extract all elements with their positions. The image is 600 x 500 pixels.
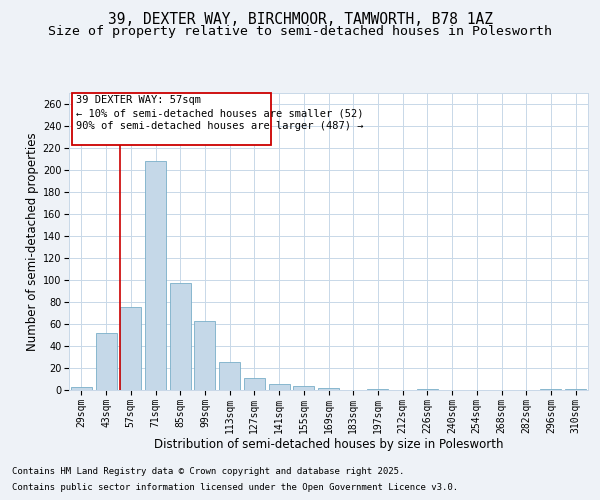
Bar [565, 389, 586, 390]
Bar [95, 332, 116, 390]
X-axis label: Distribution of semi-detached houses by size in Polesworth: Distribution of semi-detached houses by … [154, 438, 503, 452]
Bar [541, 389, 562, 390]
Bar [367, 389, 388, 390]
Text: Size of property relative to semi-detached houses in Polesworth: Size of property relative to semi-detach… [48, 25, 552, 38]
Bar [170, 283, 191, 390]
Text: 39, DEXTER WAY, BIRCHMOOR, TAMWORTH, B78 1AZ: 39, DEXTER WAY, BIRCHMOOR, TAMWORTH, B78… [107, 12, 493, 28]
Bar [318, 388, 339, 390]
Bar [71, 386, 92, 390]
Y-axis label: Number of semi-detached properties: Number of semi-detached properties [26, 132, 38, 350]
Text: 39 DEXTER WAY: 57sqm
← 10% of semi-detached houses are smaller (52)
90% of semi-: 39 DEXTER WAY: 57sqm ← 10% of semi-detac… [76, 95, 363, 132]
FancyBboxPatch shape [71, 92, 271, 144]
Bar [293, 386, 314, 390]
Bar [145, 161, 166, 390]
Bar [417, 389, 438, 390]
Text: Contains public sector information licensed under the Open Government Licence v3: Contains public sector information licen… [12, 483, 458, 492]
Bar [120, 308, 141, 390]
Bar [194, 320, 215, 390]
Text: Contains HM Land Registry data © Crown copyright and database right 2025.: Contains HM Land Registry data © Crown c… [12, 467, 404, 476]
Bar [269, 384, 290, 390]
Bar [244, 378, 265, 390]
Bar [219, 362, 240, 390]
